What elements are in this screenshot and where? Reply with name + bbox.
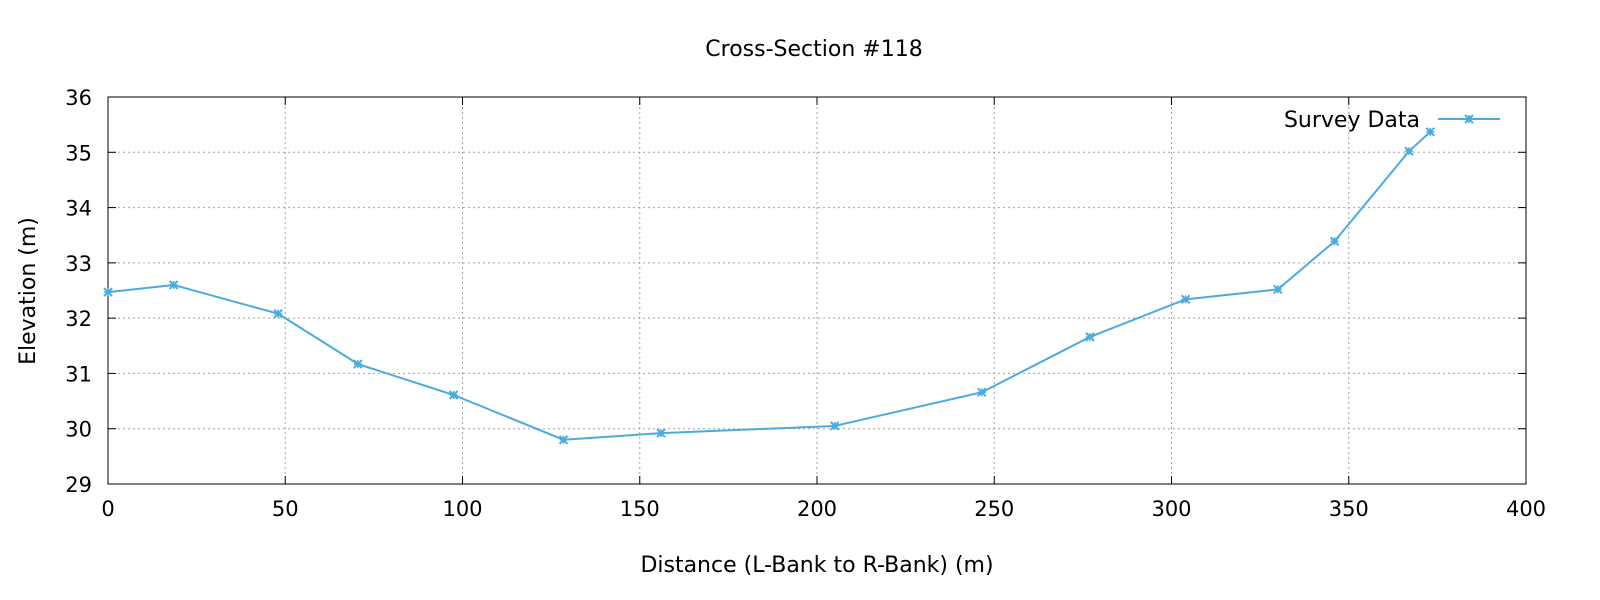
y-tick-label: 35	[65, 141, 92, 165]
series-layer	[103, 127, 1435, 445]
x-tick-label: 0	[101, 497, 114, 521]
y-tick-label: 31	[65, 362, 92, 386]
legend-marker-symbol	[1464, 114, 1474, 124]
data-point	[1329, 236, 1340, 247]
data-point	[448, 390, 459, 400]
grid	[108, 97, 1526, 484]
x-tick-label: 250	[974, 497, 1014, 521]
y-tick-label: 29	[65, 473, 92, 497]
data-point	[353, 359, 363, 369]
series-line-survey-data	[107, 131, 1431, 441]
x-tick-label: 400	[1506, 497, 1546, 521]
data-point	[168, 280, 179, 290]
x-axis-label: Distance (L-Bank to R-Bank) (m)	[640, 553, 993, 578]
data-point	[1180, 294, 1191, 305]
data-point	[558, 435, 569, 445]
data-point	[1404, 146, 1414, 156]
axis-ticks: 0 50 100 150 200 250 300 350 400 29 30 31 32 33 34 35 36	[65, 86, 1546, 521]
y-tick-label: 32	[65, 307, 92, 331]
data-point	[1273, 284, 1283, 295]
legend-label: Survey Data	[1284, 108, 1420, 133]
y-axis-label: Elevation (m)	[16, 217, 41, 365]
x-tick-label: 200	[797, 497, 837, 521]
legend: Survey Data	[1284, 108, 1500, 133]
x-tick-label: 150	[620, 497, 660, 521]
x-tick-label: 350	[1329, 497, 1369, 521]
y-tick-label: 30	[65, 418, 92, 442]
data-point	[830, 421, 840, 431]
data-point	[273, 309, 283, 319]
x-tick-label: 100	[442, 497, 482, 521]
data-point	[103, 287, 113, 297]
x-tick-label: 300	[1151, 497, 1191, 521]
data-point	[977, 387, 987, 397]
data-point	[656, 428, 666, 438]
y-tick-label: 33	[65, 252, 92, 276]
x-tick-label: 50	[272, 497, 299, 521]
data-point	[1085, 332, 1095, 342]
y-tick-label: 36	[65, 86, 92, 110]
chart-title: Cross-Section #118	[705, 37, 922, 62]
data-point	[1425, 127, 1435, 137]
y-tick-label: 34	[65, 197, 92, 221]
legend-marker	[1464, 114, 1474, 124]
